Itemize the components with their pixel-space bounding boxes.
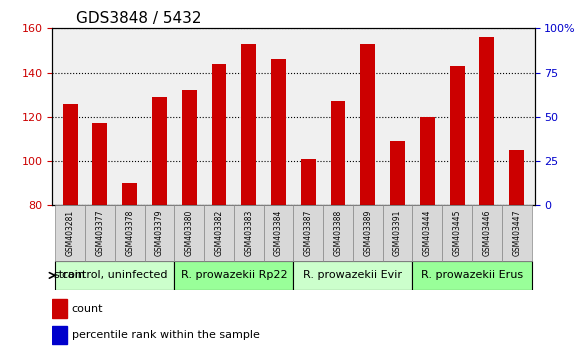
FancyBboxPatch shape	[234, 205, 264, 261]
FancyBboxPatch shape	[174, 261, 293, 290]
Text: R. prowazekii Rp22: R. prowazekii Rp22	[181, 270, 287, 280]
Bar	[152, 97, 167, 205]
Text: GDS3848 / 5432: GDS3848 / 5432	[77, 11, 202, 26]
FancyBboxPatch shape	[55, 205, 85, 261]
Text: GSM403391: GSM403391	[393, 210, 402, 256]
Text: GSM403388: GSM403388	[333, 210, 343, 256]
Text: control, uninfected: control, uninfected	[62, 270, 167, 280]
FancyBboxPatch shape	[293, 205, 323, 261]
Text: GSM403384: GSM403384	[274, 210, 283, 256]
Text: R. prowazekii Evir: R. prowazekii Evir	[303, 270, 403, 280]
Text: GSM403383: GSM403383	[244, 210, 253, 256]
FancyBboxPatch shape	[323, 205, 353, 261]
Text: GSM403377: GSM403377	[95, 210, 105, 256]
FancyBboxPatch shape	[204, 205, 234, 261]
Bar	[52, 326, 67, 344]
FancyBboxPatch shape	[85, 205, 115, 261]
Bar	[63, 104, 78, 205]
FancyBboxPatch shape	[115, 205, 145, 261]
Text: GSM403387: GSM403387	[304, 210, 313, 256]
FancyBboxPatch shape	[145, 205, 174, 261]
Text: GSM403445: GSM403445	[453, 210, 462, 256]
FancyBboxPatch shape	[413, 261, 532, 290]
Point	[274, 8, 283, 13]
Bar	[390, 141, 405, 205]
Point	[155, 8, 164, 13]
FancyBboxPatch shape	[383, 205, 413, 261]
FancyBboxPatch shape	[472, 205, 502, 261]
Bar	[122, 183, 137, 205]
Point	[333, 4, 343, 10]
Bar	[271, 59, 286, 205]
Text: percentile rank within the sample: percentile rank within the sample	[71, 330, 260, 340]
Bar	[241, 44, 256, 205]
Bar	[509, 150, 524, 205]
Point	[423, 4, 432, 10]
Bar	[52, 299, 67, 318]
Bar	[360, 44, 375, 205]
Text: GSM403281: GSM403281	[66, 210, 74, 256]
Point	[244, 4, 253, 10]
Point	[125, 8, 134, 13]
FancyBboxPatch shape	[502, 205, 532, 261]
FancyBboxPatch shape	[293, 261, 413, 290]
Bar	[301, 159, 315, 205]
FancyBboxPatch shape	[442, 205, 472, 261]
Text: GSM403447: GSM403447	[512, 210, 521, 256]
FancyBboxPatch shape	[353, 205, 383, 261]
Text: GSM403380: GSM403380	[185, 210, 193, 256]
Point	[214, 4, 224, 10]
Bar	[479, 37, 494, 205]
Text: GSM403444: GSM403444	[423, 210, 432, 256]
Bar	[211, 64, 227, 205]
FancyBboxPatch shape	[55, 261, 174, 290]
Point	[453, 8, 462, 13]
Point	[512, 8, 521, 13]
Bar	[331, 101, 346, 205]
Text: R. prowazekii Erus: R. prowazekii Erus	[421, 270, 523, 280]
Bar	[450, 66, 465, 205]
Point	[363, 2, 372, 8]
FancyBboxPatch shape	[413, 205, 442, 261]
Text: GSM403389: GSM403389	[363, 210, 372, 256]
FancyBboxPatch shape	[264, 205, 293, 261]
Point	[304, 10, 313, 15]
Point	[185, 4, 194, 10]
Text: GSM403378: GSM403378	[125, 210, 134, 256]
Point	[95, 8, 105, 13]
FancyBboxPatch shape	[174, 205, 204, 261]
Point	[482, 4, 492, 10]
Text: GSM403379: GSM403379	[155, 210, 164, 256]
Text: GSM403446: GSM403446	[482, 210, 492, 256]
Bar	[420, 117, 435, 205]
Bar	[182, 90, 196, 205]
Point	[66, 4, 75, 10]
Bar	[92, 124, 107, 205]
Text: count: count	[71, 304, 103, 314]
Text: GSM403382: GSM403382	[214, 210, 224, 256]
Text: strain: strain	[54, 270, 85, 280]
Point	[393, 6, 402, 12]
